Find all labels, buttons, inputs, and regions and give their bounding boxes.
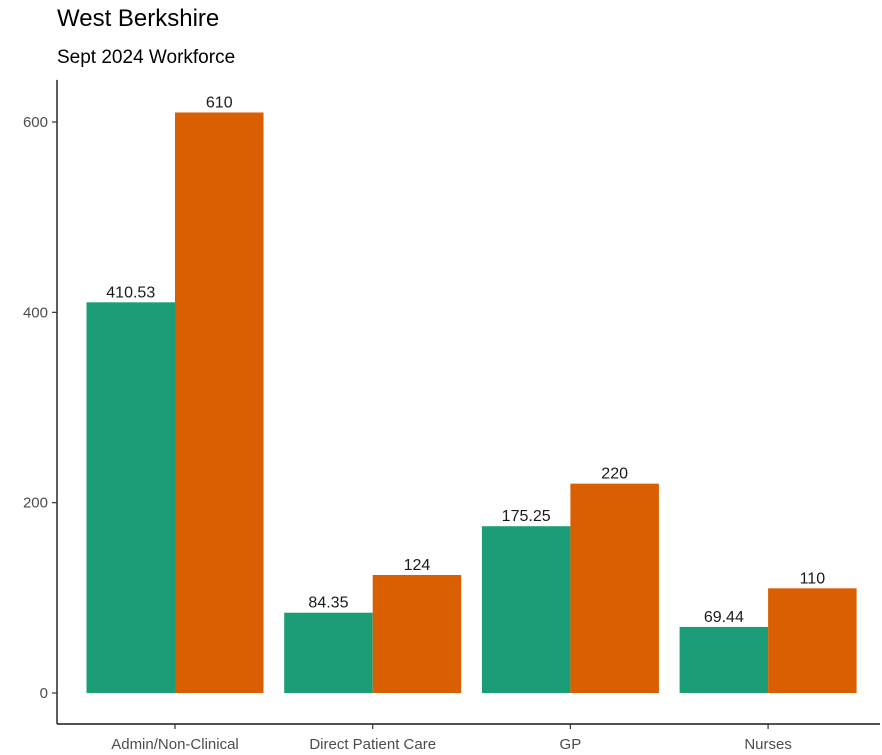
data-label: 84.35 bbox=[308, 595, 348, 612]
data-label: 69.44 bbox=[704, 609, 744, 626]
chart-title: West Berkshire bbox=[57, 5, 220, 32]
data-label: 110 bbox=[800, 570, 826, 587]
y-tick-label: 0 bbox=[40, 685, 48, 702]
chart-subtitle: Sept 2024 Workforce bbox=[57, 47, 236, 68]
bar bbox=[679, 626, 769, 693]
bar bbox=[86, 302, 175, 693]
bar bbox=[372, 574, 462, 693]
data-label: 175.25 bbox=[502, 508, 551, 525]
data-label: 124 bbox=[404, 557, 431, 574]
x-tick-label: Nurses bbox=[744, 736, 792, 753]
bar bbox=[768, 588, 857, 693]
x-tick-label: Direct Patient Care bbox=[309, 736, 436, 753]
y-tick-label: 400 bbox=[23, 304, 48, 321]
bar bbox=[284, 612, 373, 693]
bar bbox=[175, 112, 264, 693]
bar bbox=[570, 483, 659, 693]
bar bbox=[481, 526, 571, 693]
y-tick-label: 200 bbox=[23, 495, 48, 512]
y-tick-label: 600 bbox=[23, 114, 48, 131]
data-label: 410.53 bbox=[106, 284, 155, 301]
x-tick-label: Admin/Non-Clinical bbox=[111, 736, 239, 753]
data-label: 610 bbox=[206, 94, 233, 111]
x-tick-label: GP bbox=[560, 736, 582, 753]
data-label: 220 bbox=[601, 466, 628, 483]
